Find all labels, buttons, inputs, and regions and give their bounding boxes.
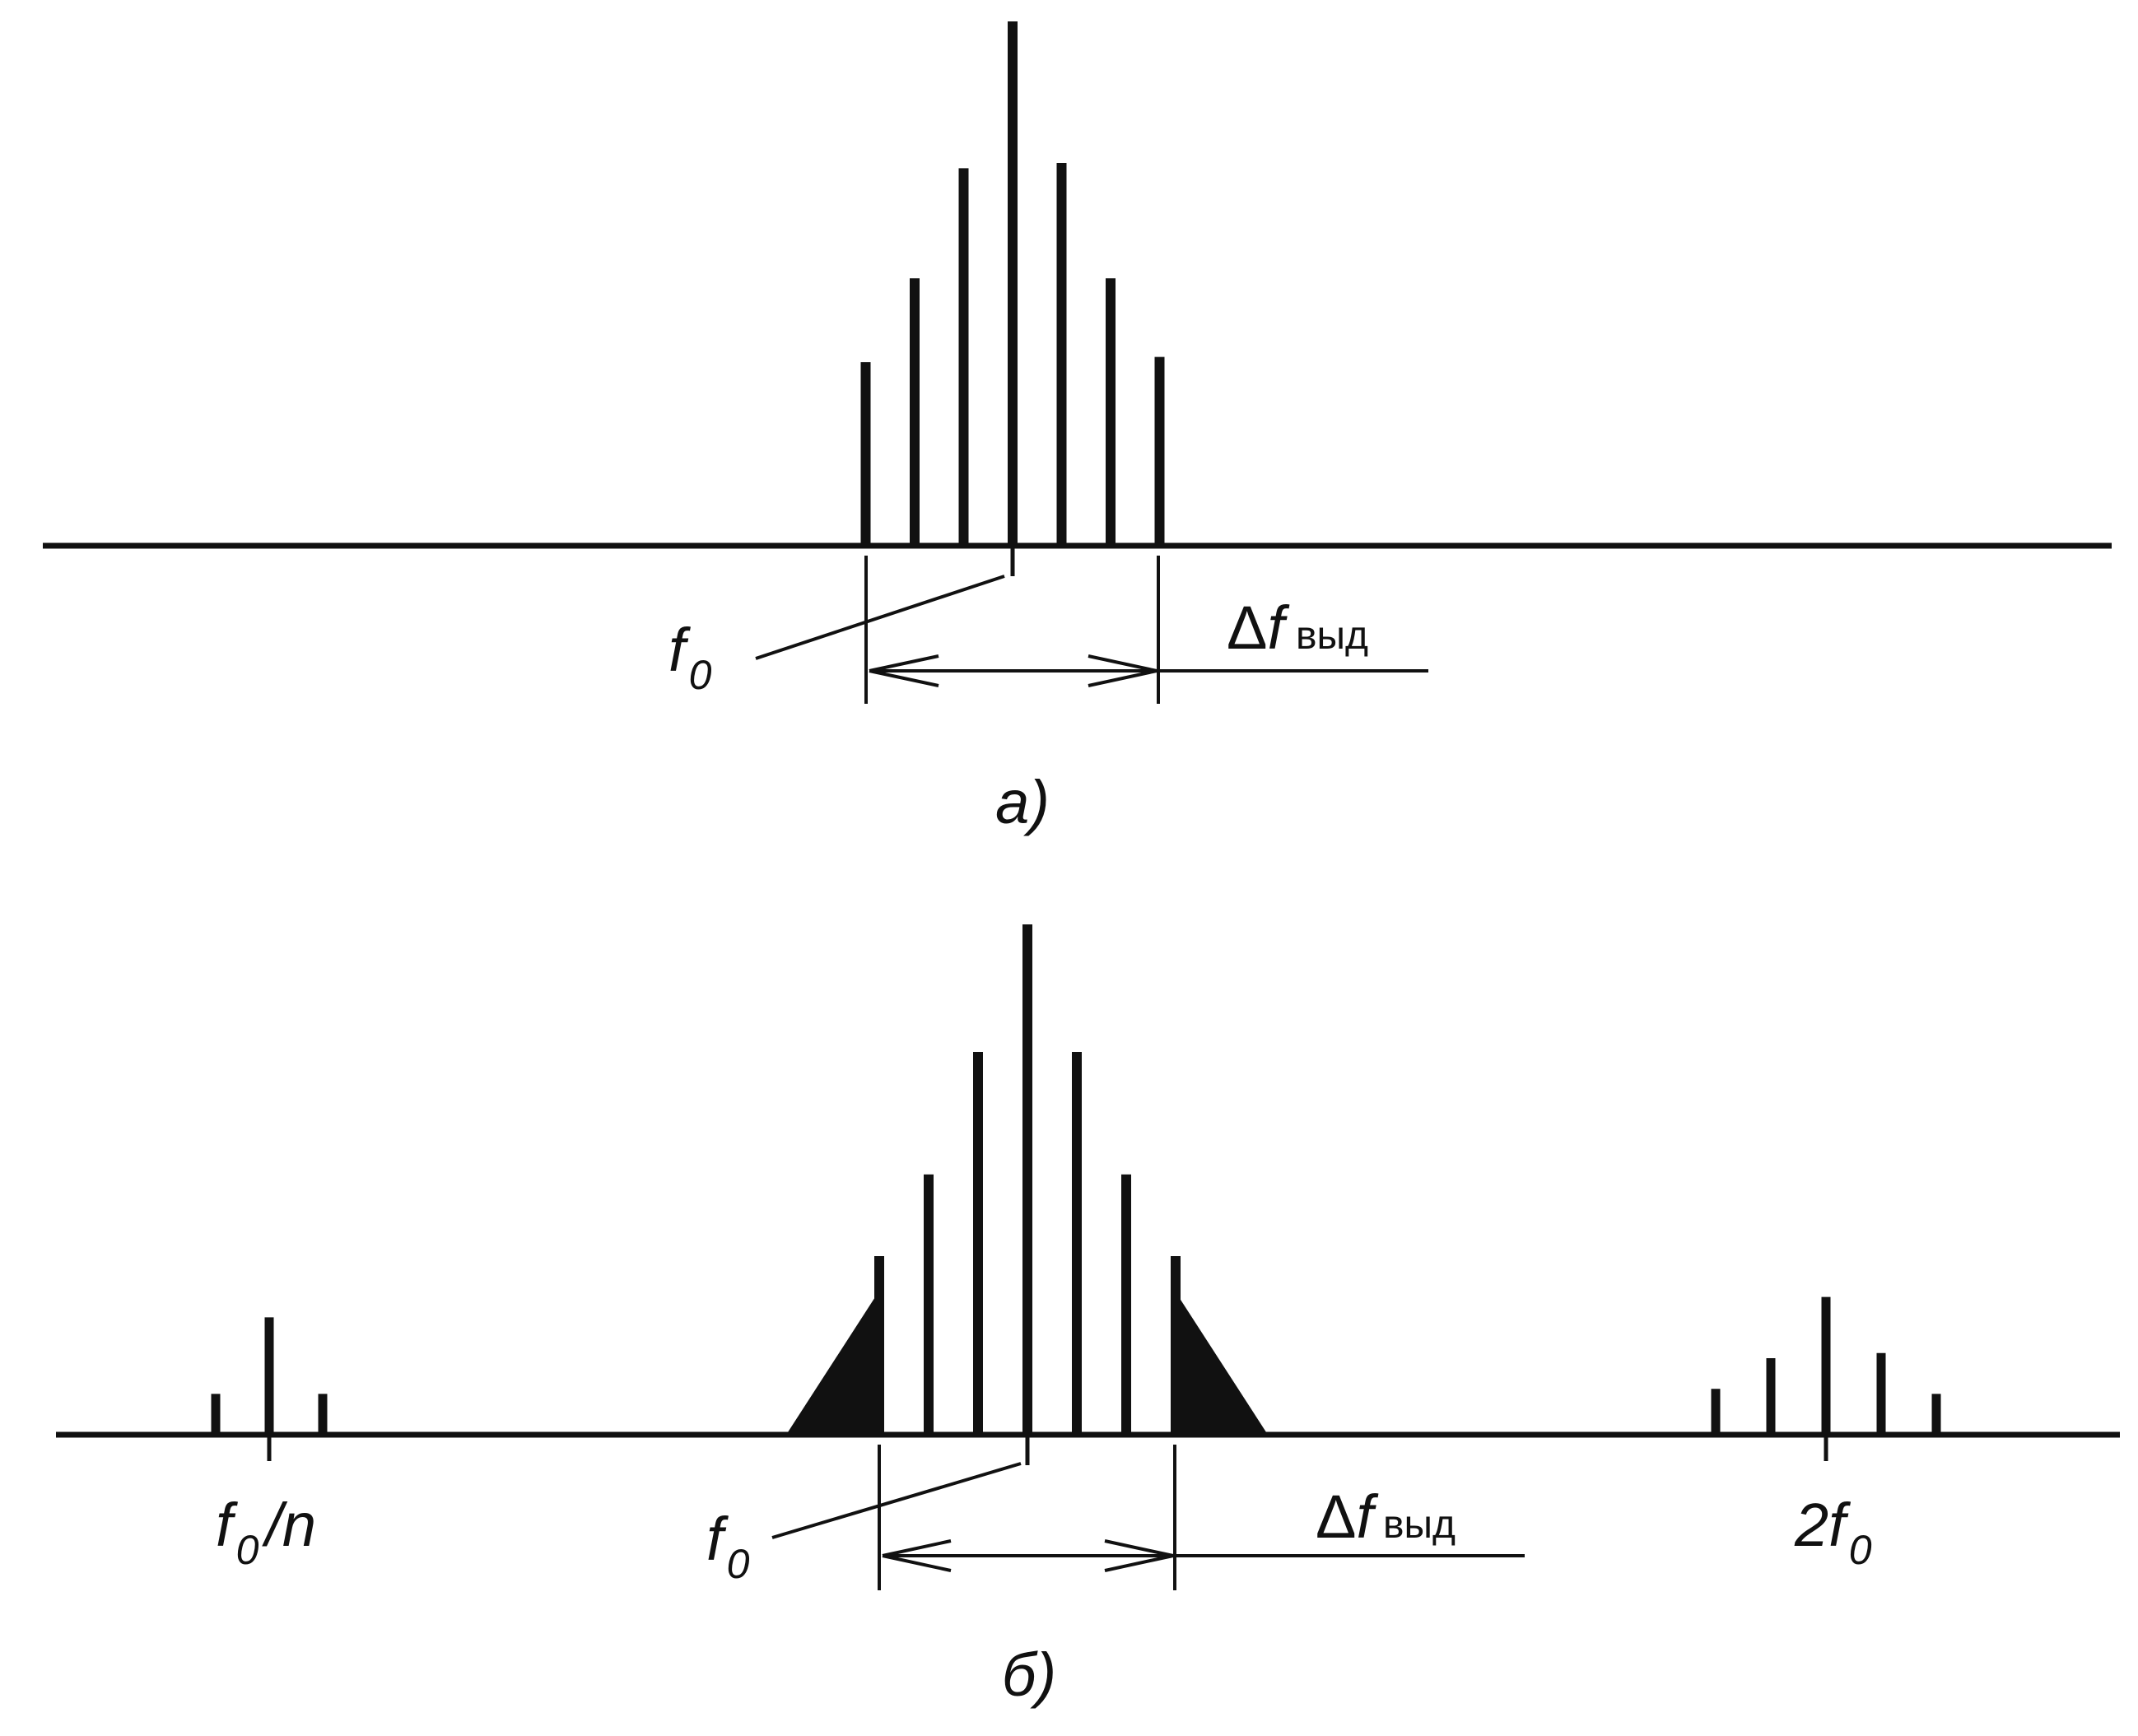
- panel-b-bandwidth-arrow: [882, 1539, 1174, 1572]
- panel-b-f0-leader: [771, 1462, 1022, 1539]
- panel-a-caption: а): [995, 768, 1050, 836]
- panel-b-subharmonic-label: f0/n: [216, 1491, 316, 1573]
- panel-b-bandwidth-label: Δf выд: [1316, 1482, 1456, 1551]
- panel-b-subharmonic-lines: [211, 1317, 328, 1435]
- panel-a-f0-label: f0: [668, 616, 712, 698]
- panel-b-second-harmonic-lines: [1711, 1296, 1941, 1435]
- panel-b-harmonic-label: 2f0: [1794, 1491, 1872, 1573]
- panel-a-spectrum: f0 Δf выд а): [43, 21, 2112, 836]
- panel-b-spectrum: f0/n f0 Δf выд 2f0 б): [56, 924, 2120, 1709]
- panel-a-spectral-lines: [860, 21, 1165, 546]
- panel-b-caption: б): [1002, 1641, 1056, 1709]
- panel-b-left-filter-slope: [786, 1288, 881, 1435]
- panel-b-f0-label: f0: [706, 1505, 750, 1587]
- panel-a-bandwidth-arrow: [869, 654, 1158, 687]
- panel-a-f0-leader: [755, 575, 1005, 660]
- panel-b-right-filter-slope: [1173, 1288, 1268, 1435]
- panel-b-center-spectral-lines: [874, 924, 1181, 1435]
- panel-a-bandwidth-label: Δf выд: [1227, 593, 1368, 662]
